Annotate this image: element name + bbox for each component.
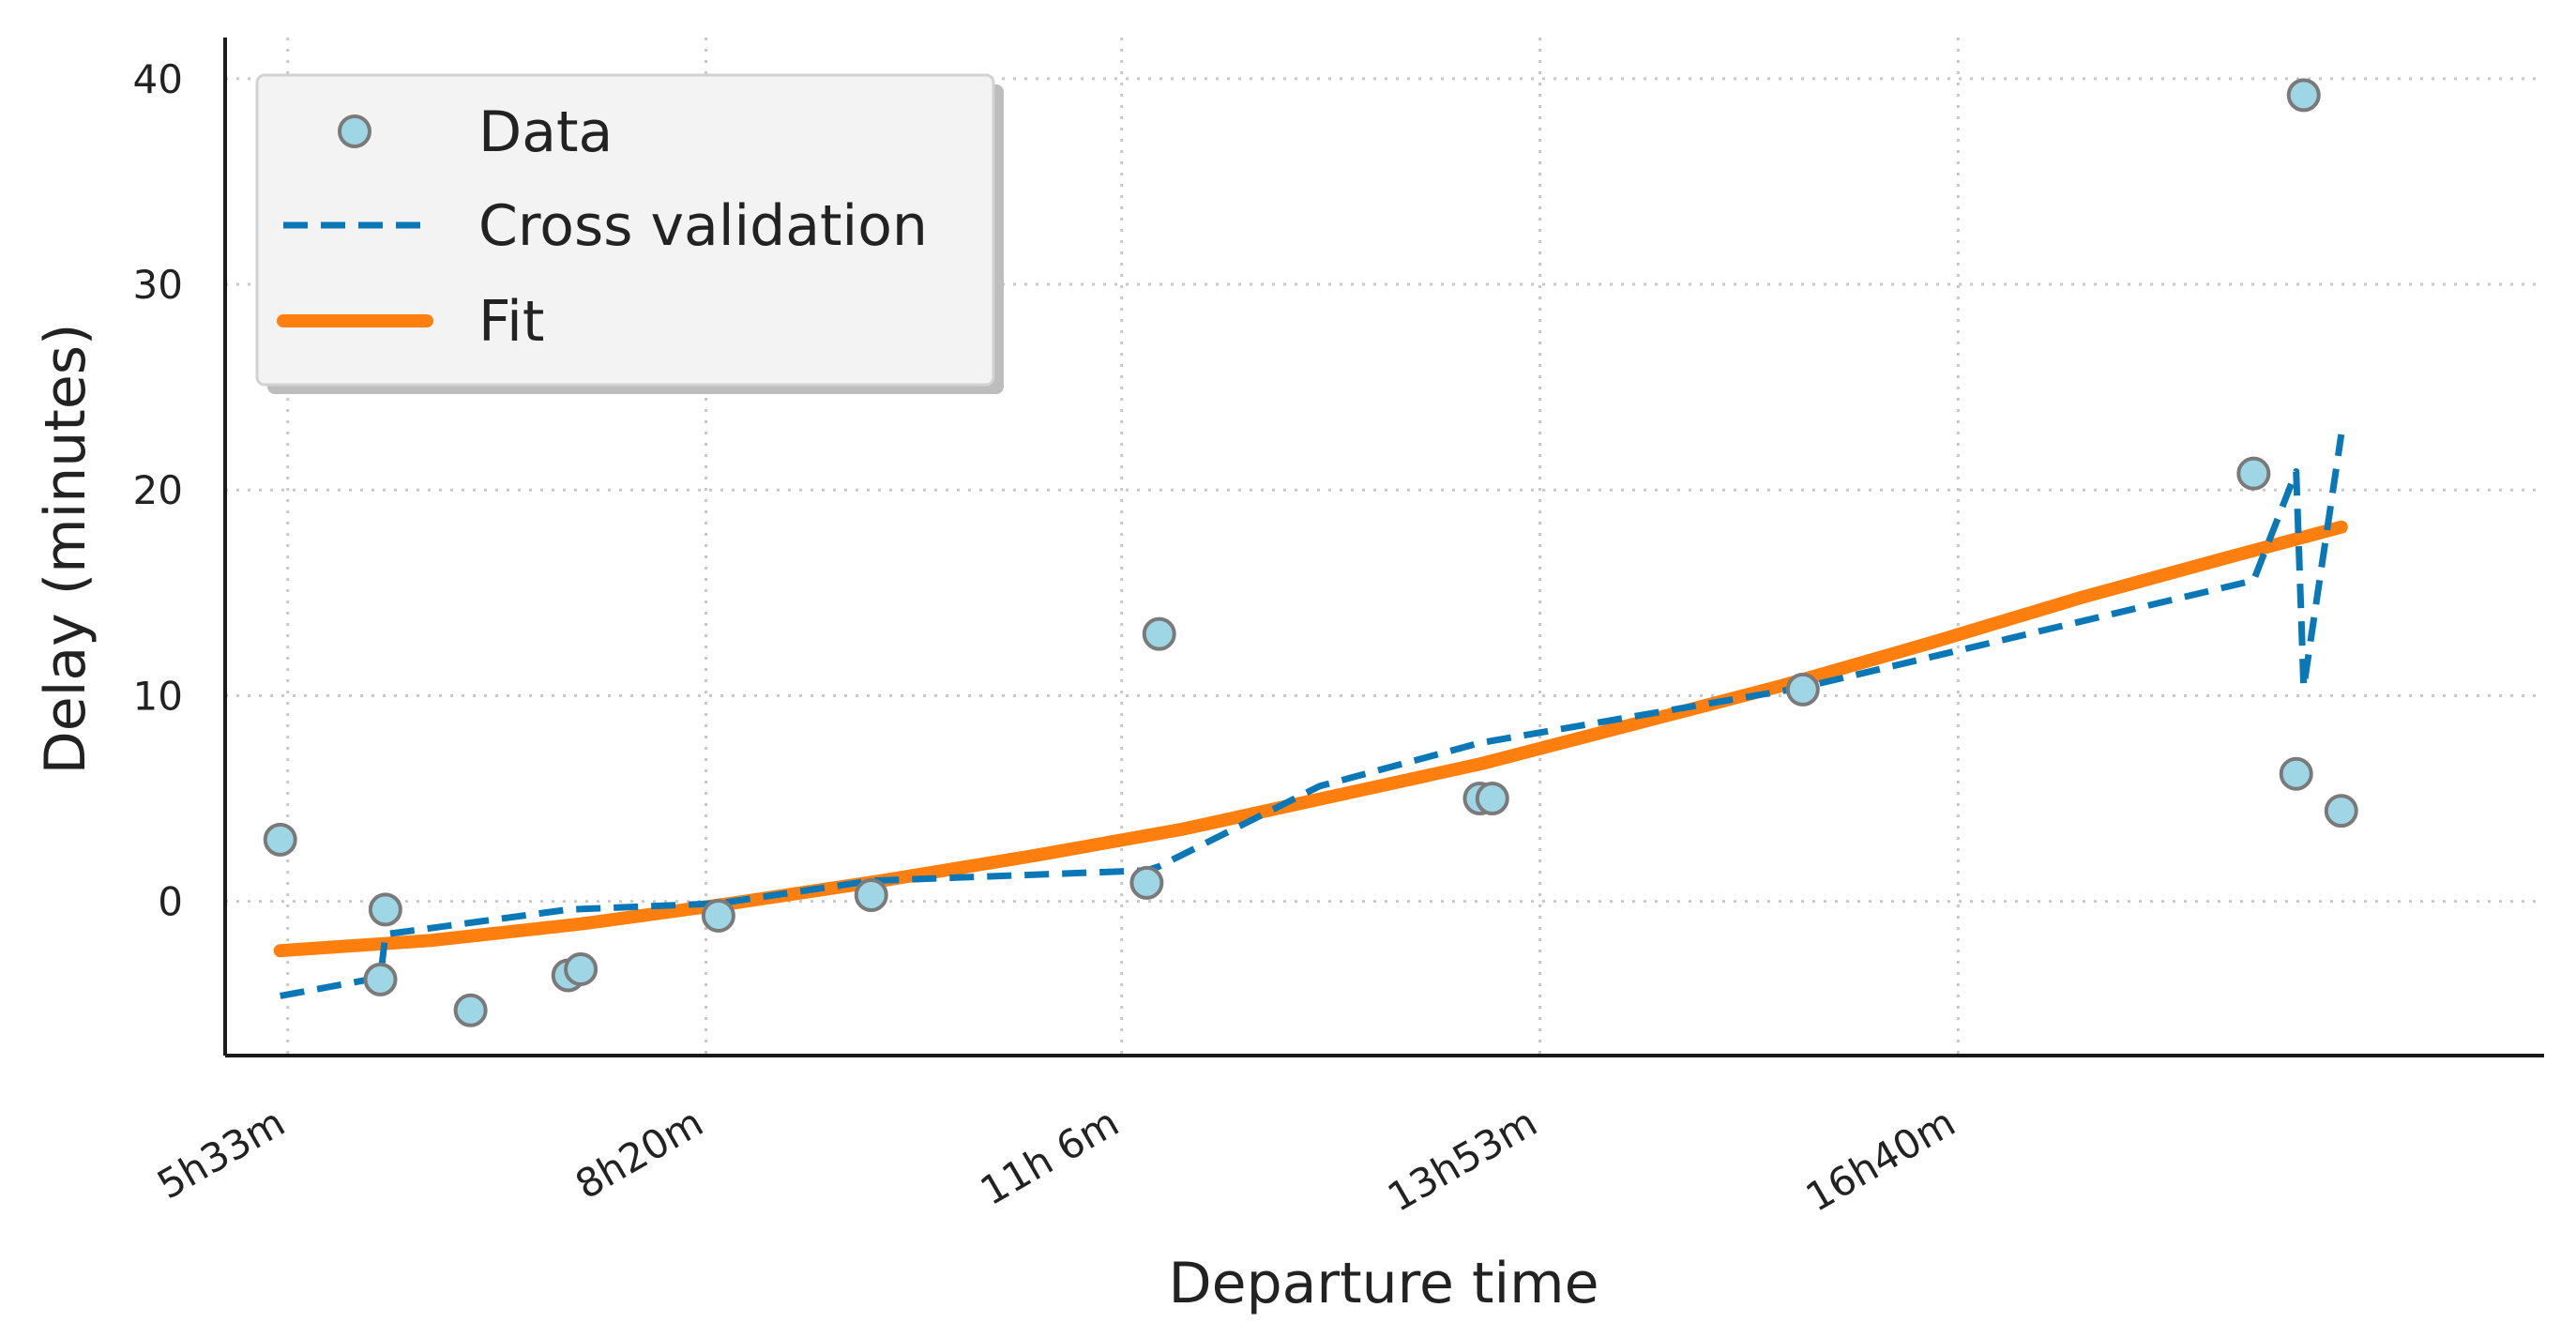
data-point bbox=[453, 993, 488, 1027]
data-point bbox=[1142, 616, 1176, 651]
legend-box bbox=[255, 73, 995, 387]
legend-label-fit: Fit bbox=[478, 289, 544, 355]
data-point bbox=[2286, 78, 2321, 113]
fit-line bbox=[273, 520, 2348, 958]
y-tick-label: 30 bbox=[133, 262, 183, 308]
data-point bbox=[854, 878, 888, 913]
legend-label-data: Data bbox=[478, 99, 613, 165]
x-tick-label: 5h33m bbox=[149, 1099, 292, 1208]
y-tick-label: 40 bbox=[133, 56, 183, 102]
data-point bbox=[1785, 672, 1820, 707]
data-point bbox=[1129, 865, 1164, 900]
data-point bbox=[2236, 456, 2271, 491]
data-point bbox=[701, 898, 735, 933]
data-point bbox=[368, 892, 402, 927]
axes bbox=[223, 38, 2544, 1057]
data-point bbox=[2279, 756, 2313, 791]
data-point bbox=[363, 962, 398, 996]
data-series bbox=[263, 78, 2358, 1027]
x-tick-label: 11h 6m bbox=[973, 1099, 1127, 1214]
legend-label-cross-validation: Cross validation bbox=[478, 193, 928, 259]
x-tick-label: 16h40m bbox=[1798, 1099, 1963, 1221]
cross-validation-series bbox=[280, 433, 2345, 999]
x-tick-label: 13h53m bbox=[1380, 1099, 1545, 1221]
legend: Data Cross validation Fit bbox=[255, 73, 1004, 394]
y-tick-label: 0 bbox=[158, 879, 183, 925]
data-point bbox=[263, 822, 297, 857]
data-point bbox=[564, 951, 599, 986]
y-tick-label: 10 bbox=[133, 673, 183, 719]
x-tick-label: 8h20m bbox=[568, 1099, 710, 1208]
legend-data-marker bbox=[338, 114, 371, 148]
fit-series bbox=[273, 520, 2348, 958]
data-point bbox=[2324, 794, 2358, 829]
y-tick-label: 20 bbox=[133, 467, 183, 513]
cross-validation-line bbox=[280, 433, 2345, 999]
y-axis-title: Delay (minutes) bbox=[33, 324, 98, 775]
x-axis-title: Departure time bbox=[1168, 1251, 1599, 1316]
data-point bbox=[1475, 782, 1509, 816]
